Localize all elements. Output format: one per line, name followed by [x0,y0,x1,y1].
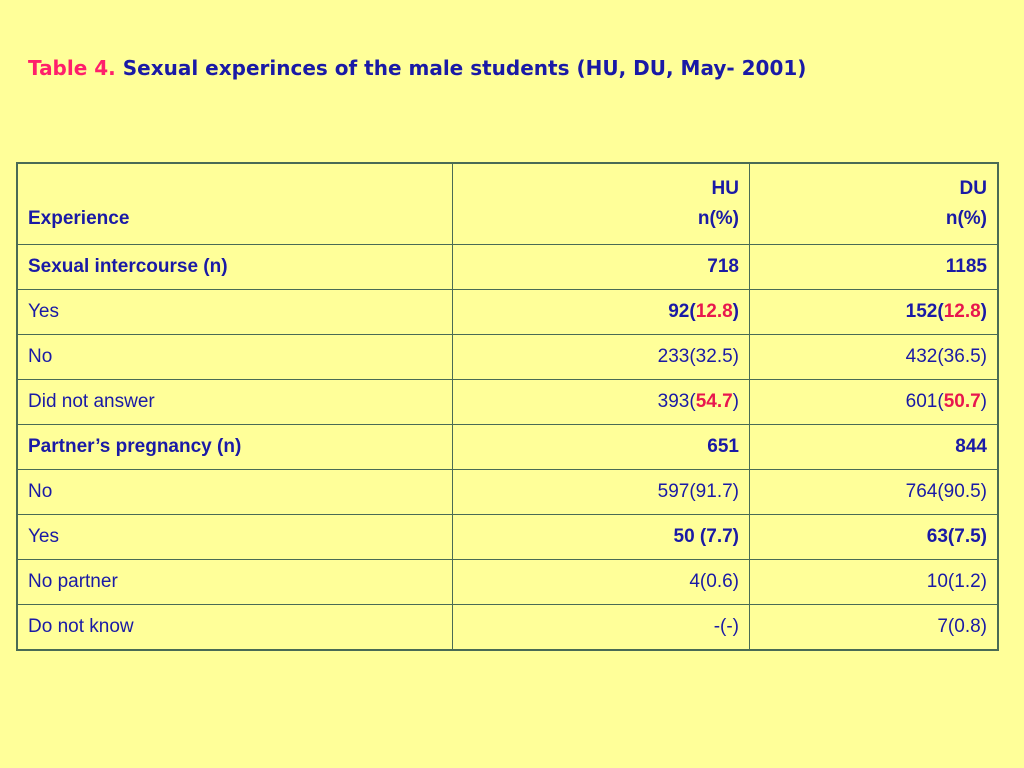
du-value: 844 [749,424,999,470]
du-value: 63(7.5) [749,514,999,560]
header-du-unit: n(%) [945,208,987,229]
hu-value: 50 (7.7) [452,514,750,560]
table-row-pregnancy-no: No 597(91.7) 764(90.5) [16,469,999,515]
hu-value: 597(91.7) [452,469,750,515]
du-value: 10(1.2) [749,559,999,605]
hu-value: -(-) [452,604,750,651]
hu-count: 92( [668,301,696,322]
header-du: DU [959,178,987,199]
table-number-label: Table 4. [28,56,116,80]
du-percent-highlight: 50.7 [943,391,981,412]
row-label: Do not know [16,604,453,651]
page-title: Table 4. Sexual experinces of the male s… [28,56,806,80]
du-close: ) [980,301,987,322]
header-experience: Experience [28,208,130,229]
table-row-did-not-answer: Did not answer 393(54.7) 601(50.7) [16,379,999,425]
row-label: No partner [16,559,453,605]
hu-count: 393( [657,391,696,412]
row-label: Partner’s pregnancy (n) [16,424,453,470]
du-count: 152( [905,301,944,322]
row-label: Yes [16,289,453,335]
du-value: 601(50.7) [749,379,999,425]
header-hu-cell: HU n(%) [452,162,750,245]
table-row-partner-pregnancy: Partner’s pregnancy (n) 651 844 [16,424,999,470]
header-experience-cell: Experience [16,162,453,245]
hu-value: 233(32.5) [452,334,750,380]
du-count: 601( [905,391,944,412]
header-du-cell: DU n(%) [749,162,999,245]
experience-table: Experience HU n(%) DU n(%) Sexual interc… [16,162,999,651]
table-row-intercourse-no: No 233(32.5) 432(36.5) [16,334,999,380]
du-value: 152(12.8) [749,289,999,335]
table-row-do-not-know: Do not know -(-) 7(0.8) [16,604,999,651]
table-row-no-partner: No partner 4(0.6) 10(1.2) [16,559,999,605]
hu-value: 4(0.6) [452,559,750,605]
hu-close: ) [732,391,739,412]
du-value: 432(36.5) [749,334,999,380]
du-value: 7(0.8) [749,604,999,651]
du-percent-highlight: 12.8 [943,301,981,322]
row-label: Yes [16,514,453,560]
header-hu: HU [711,178,739,199]
table-row-pregnancy-yes: Yes 50 (7.7) 63(7.5) [16,514,999,560]
hu-value: 92(12.8) [452,289,750,335]
row-label: No [16,334,453,380]
header-hu-unit: n(%) [697,208,739,229]
row-label: Did not answer [16,379,453,425]
row-label: Sexual intercourse (n) [16,244,453,290]
du-value: 1185 [749,244,999,290]
hu-percent-highlight: 12.8 [695,301,733,322]
table-row-intercourse-yes: Yes 92(12.8) 152(12.8) [16,289,999,335]
hu-value: 651 [452,424,750,470]
row-label: No [16,469,453,515]
hu-close: ) [732,301,739,322]
hu-value: 393(54.7) [452,379,750,425]
hu-value: 718 [452,244,750,290]
du-value: 764(90.5) [749,469,999,515]
table-caption: Sexual experinces of the male students (… [122,56,807,80]
du-close: ) [980,391,987,412]
table-row-sexual-intercourse: Sexual intercourse (n) 718 1185 [16,244,999,290]
hu-percent-highlight: 54.7 [695,391,733,412]
table-header-row: Experience HU n(%) DU n(%) [16,162,999,245]
